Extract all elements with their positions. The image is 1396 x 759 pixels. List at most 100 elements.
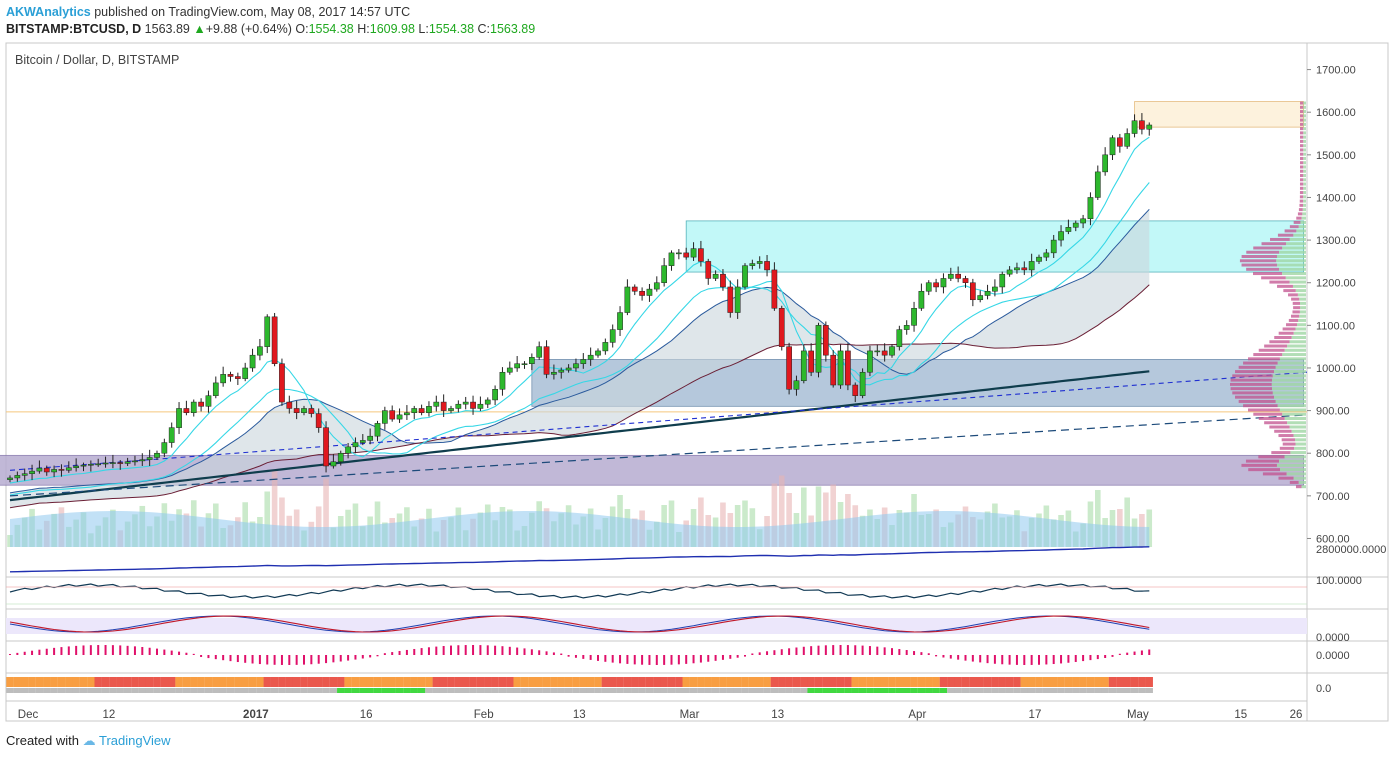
heat-strip-cell: [1072, 677, 1080, 687]
volume-profile-bar: [1293, 476, 1306, 480]
volume-profile-bar: [1248, 357, 1280, 361]
volume-profile-bar: [1285, 276, 1306, 280]
heat-strip-cell: [43, 677, 51, 687]
candle-up: [359, 440, 366, 443]
candle-up: [462, 401, 469, 405]
ichimoku-cloud: [10, 209, 1150, 508]
momentum-bar: [920, 652, 923, 655]
price-axis-label: 1500.00: [1316, 150, 1356, 162]
momentum-bar: [744, 655, 746, 657]
rsi-line: [9, 583, 1150, 599]
momentum-bar: [729, 655, 732, 659]
volume-profile-bar: [1272, 391, 1306, 395]
heat-strip-cell: [13, 677, 22, 687]
heat-strip-cell: [844, 677, 852, 687]
heat-strip-cell: [910, 677, 918, 687]
trend-strip-cell: [711, 688, 720, 693]
trend-strip-cell: [778, 688, 786, 693]
candle-down: [279, 363, 285, 403]
candle-up: [455, 403, 462, 409]
volume-profile-bar: [1235, 395, 1275, 399]
trend-strip-cell: [770, 688, 779, 693]
volume-profile-bar: [1281, 438, 1296, 442]
trend-strip-cell: [123, 688, 132, 693]
momentum-bar: [361, 655, 364, 659]
heat-strip-cell: [1116, 677, 1124, 687]
trend-strip-cell: [609, 688, 617, 693]
cloud-span-b-line: [9, 284, 1150, 509]
volume-profile-bar: [1246, 267, 1280, 271]
candle-up: [609, 329, 616, 343]
trend-strip-cell: [145, 688, 154, 693]
volume-bar: [279, 497, 285, 547]
heat-strip-cell: [991, 677, 999, 687]
trend-strip-cell: [278, 688, 286, 693]
heat-strip-cell: [94, 677, 102, 687]
heat-strip-cell: [1145, 677, 1153, 687]
open-value: 1554.38: [308, 22, 354, 36]
footer: Created with ☁ TradingView: [6, 733, 171, 749]
heat-strip-cell: [586, 677, 595, 687]
volume-profile-bar: [1290, 451, 1306, 455]
candle-up: [756, 261, 763, 264]
trend-strip-cell: [667, 688, 676, 693]
volume-profile-bar: [1279, 446, 1295, 450]
volume-profile-bar: [1230, 382, 1272, 386]
candle-down: [970, 282, 976, 301]
volume-profile-bar: [1282, 442, 1296, 446]
momentum-bar: [530, 649, 533, 655]
trend-strip-cell: [895, 688, 904, 693]
volume-profile-bar: [1291, 314, 1300, 318]
trend-strip-cell: [557, 688, 565, 693]
momentum-bar: [23, 651, 26, 655]
momentum-bar: [905, 650, 908, 655]
volume-profile-bar: [1299, 186, 1304, 190]
volume-bar: [720, 502, 726, 547]
momentum-bar: [288, 655, 291, 665]
momentum-bar: [303, 655, 305, 665]
heat-strip-cell: [513, 677, 521, 687]
heat-strip-cell: [1123, 677, 1131, 687]
heat-strip-cell: [623, 677, 632, 687]
volume-profile-bar: [1303, 186, 1306, 190]
momentum-bar: [450, 645, 452, 655]
momentum-axis-label: 0.0000: [1316, 650, 1350, 662]
volume-profile-bar: [1276, 259, 1306, 263]
tradingview-link[interactable]: TradingView: [99, 733, 171, 748]
volume-profile-bar: [1232, 391, 1273, 395]
candle-up: [617, 312, 623, 330]
trend-strip-cell: [513, 688, 521, 693]
momentum-bar: [295, 655, 298, 665]
author-name[interactable]: AKWAnalytics: [6, 5, 91, 19]
volume-profile-bar: [1300, 220, 1306, 224]
candle-up: [257, 346, 263, 356]
time-axis-label: 26: [1290, 709, 1303, 721]
candle-up: [345, 446, 351, 454]
volume-profile-bar: [1291, 297, 1300, 301]
candle-up: [1124, 133, 1131, 147]
volume-profile-bar: [1279, 250, 1306, 254]
volume-profile-bar: [1271, 451, 1291, 455]
heat-strip-cell: [72, 677, 80, 687]
price-axis-label: 1100.00: [1316, 320, 1355, 332]
momentum-bar: [258, 655, 261, 665]
momentum-bar: [949, 655, 952, 659]
heat-strip-cell: [388, 677, 396, 687]
candle-up: [220, 374, 227, 384]
stoch-d-line: [9, 615, 1150, 633]
trend-strip-cell: [961, 688, 970, 693]
stoch-k-line: [9, 615, 1150, 633]
trend-strip-cell: [1130, 688, 1139, 693]
trend-strip-cell: [403, 688, 411, 693]
trend-strip-cell: [763, 688, 771, 693]
volume-profile-bar: [1303, 144, 1306, 148]
momentum-bar: [942, 655, 945, 658]
momentum-bar: [589, 655, 592, 660]
momentum-bar: [1008, 655, 1011, 665]
candle-up: [1109, 137, 1116, 156]
volume-profile-bar: [1293, 434, 1306, 438]
trend-strip-cell: [1145, 688, 1153, 693]
candle-down: [823, 325, 829, 356]
heat-strip-cell: [256, 677, 264, 687]
